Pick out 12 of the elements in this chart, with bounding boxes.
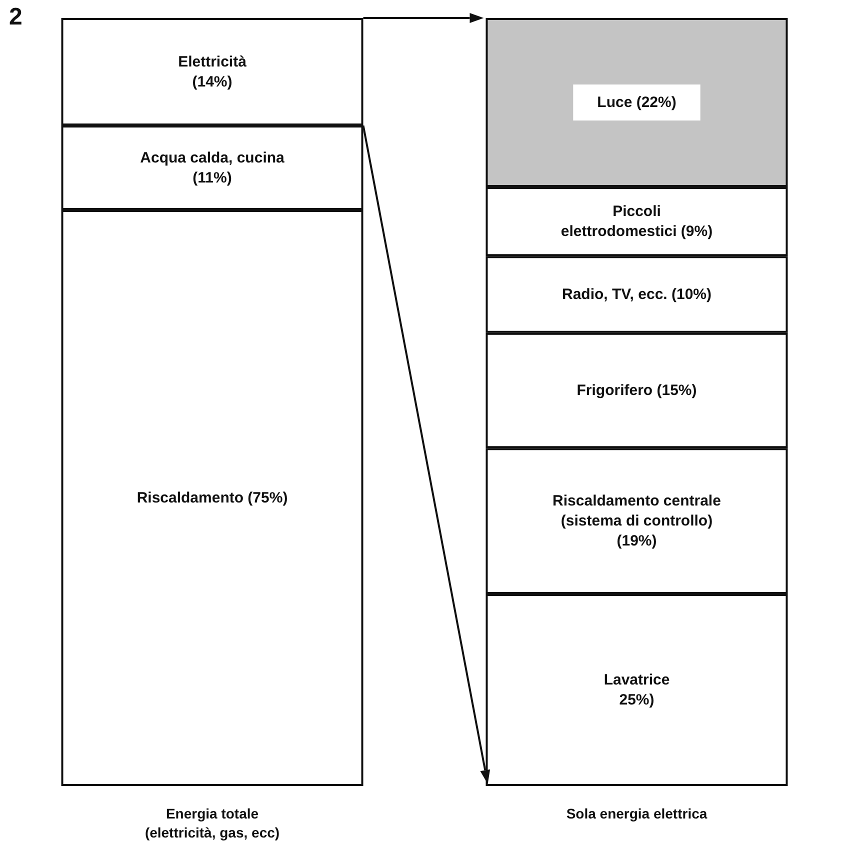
- data-label: Riscaldamento centrale (sistema di controllo) (19%): [552, 492, 721, 550]
- x-tick-label: Sola energia elettrica: [566, 806, 708, 822]
- data-label: Luce (22%): [597, 94, 676, 111]
- chart-title: 2: [9, 4, 22, 30]
- data-label: Lavatrice 25%): [604, 672, 670, 708]
- data-label: Piccoli elettrodomestici (9%): [560, 203, 713, 240]
- data-label: Radio, TV, ecc. (10%): [562, 286, 712, 303]
- x-tick-label: Energia totale (elettricità, gas, ecc): [144, 806, 280, 840]
- data-label: Frigorifero (15%): [576, 382, 697, 399]
- data-label: Elettricità (14%): [178, 53, 248, 90]
- data-label: Riscaldamento (75%): [136, 490, 288, 506]
- data-label: Acqua calda, cucina (11%): [140, 149, 286, 186]
